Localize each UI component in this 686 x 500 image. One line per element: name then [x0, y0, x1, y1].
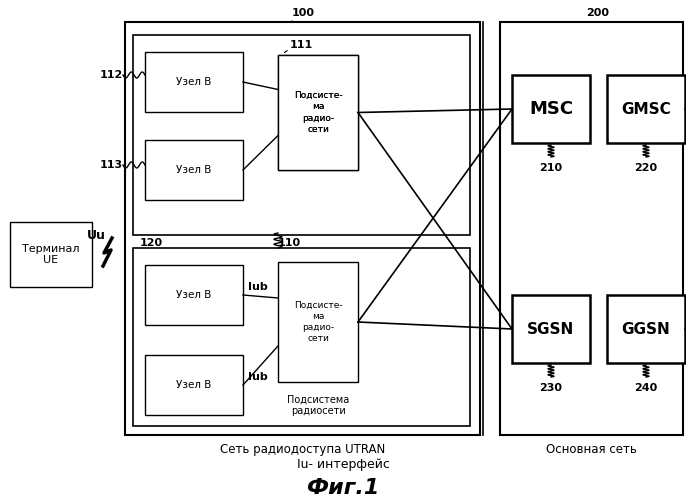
Text: 120: 120 — [140, 238, 163, 248]
Text: Подсис-
тема
радио-
сети: Подсис- тема радио- сети — [324, 134, 359, 176]
Text: Узел B: Узел B — [176, 77, 212, 87]
Text: 200: 200 — [586, 8, 609, 18]
Bar — [145, 265, 243, 325]
Text: 113: 113 — [100, 160, 123, 170]
Text: 210: 210 — [539, 163, 563, 173]
Text: Iu- интерфейс: Iu- интерфейс — [296, 458, 390, 471]
Text: Подсисте-
ма
радио-
сети: Подсисте- ма радио- сети — [294, 92, 342, 134]
Bar — [305, 100, 377, 210]
Bar — [607, 295, 685, 363]
Bar — [125, 22, 480, 435]
Bar — [145, 52, 243, 112]
Text: Основная сеть: Основная сеть — [546, 443, 637, 456]
Bar — [278, 262, 358, 382]
Text: Узел B: Узел B — [176, 380, 212, 390]
Text: Подсисте-
ма
радио-
сети: Подсисте- ма радио- сети — [294, 92, 342, 134]
Bar — [512, 295, 590, 363]
Bar — [133, 248, 470, 426]
Text: GMSC: GMSC — [621, 102, 671, 116]
Bar — [145, 355, 243, 415]
Text: Сеть радиодоступа UTRAN: Сеть радиодоступа UTRAN — [220, 443, 385, 456]
Text: Iub: Iub — [248, 282, 268, 292]
Text: MSC: MSC — [529, 100, 573, 118]
Text: Подсисте-
ма
радио-
сети: Подсисте- ма радио- сети — [294, 301, 342, 343]
Bar — [607, 75, 685, 143]
Text: 100: 100 — [292, 8, 315, 18]
Text: Подсистема
радиосети: Подсистема радиосети — [287, 394, 349, 416]
Bar — [145, 140, 243, 200]
Bar — [512, 75, 590, 143]
Bar — [133, 35, 470, 235]
Bar — [500, 22, 683, 435]
Text: 230: 230 — [539, 383, 563, 393]
Bar — [10, 222, 92, 287]
Text: 220: 220 — [635, 163, 658, 173]
Text: Узел B: Узел B — [176, 290, 212, 300]
Text: Uu: Uu — [86, 229, 106, 242]
Text: GGSN: GGSN — [622, 322, 670, 336]
Bar — [278, 55, 358, 170]
Text: 112: 112 — [99, 70, 123, 80]
Bar — [278, 55, 358, 170]
Text: 110: 110 — [278, 238, 301, 248]
Text: Узел B: Узел B — [176, 165, 212, 175]
Text: 240: 240 — [635, 383, 658, 393]
Text: Терминал
UE: Терминал UE — [22, 244, 80, 266]
Text: SGSN: SGSN — [528, 322, 575, 336]
Text: Фиг.1: Фиг.1 — [307, 478, 379, 498]
Text: Iub: Iub — [248, 372, 268, 382]
Text: 111: 111 — [290, 40, 314, 50]
